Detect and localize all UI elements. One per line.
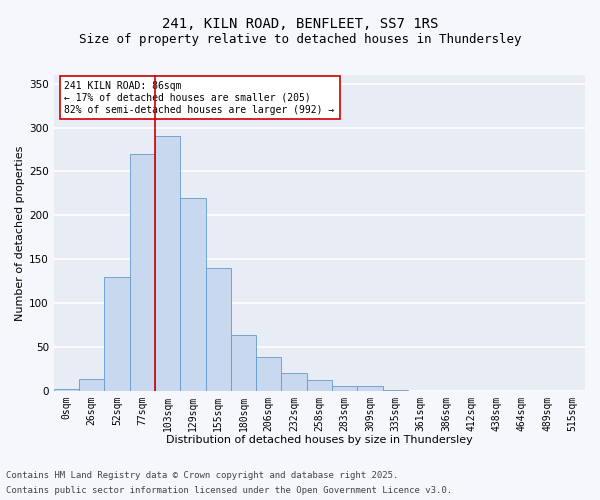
Bar — [332, 386, 358, 390]
Bar — [256, 358, 281, 390]
Bar — [231, 336, 256, 390]
Bar — [206, 268, 231, 390]
Text: Contains public sector information licensed under the Open Government Licence v3: Contains public sector information licen… — [6, 486, 452, 495]
Bar — [79, 380, 104, 390]
Bar — [358, 386, 383, 390]
Text: Size of property relative to detached houses in Thundersley: Size of property relative to detached ho… — [79, 32, 521, 46]
Bar — [130, 154, 155, 390]
Bar — [180, 198, 206, 390]
Text: 241, KILN ROAD, BENFLEET, SS7 1RS: 241, KILN ROAD, BENFLEET, SS7 1RS — [162, 18, 438, 32]
Bar — [54, 389, 79, 390]
Bar — [307, 380, 332, 390]
Bar — [155, 136, 180, 390]
Text: Contains HM Land Registry data © Crown copyright and database right 2025.: Contains HM Land Registry data © Crown c… — [6, 471, 398, 480]
X-axis label: Distribution of detached houses by size in Thundersley: Distribution of detached houses by size … — [166, 435, 473, 445]
Bar — [104, 276, 130, 390]
Y-axis label: Number of detached properties: Number of detached properties — [15, 145, 25, 320]
Bar — [281, 373, 307, 390]
Text: 241 KILN ROAD: 86sqm
← 17% of detached houses are smaller (205)
82% of semi-deta: 241 KILN ROAD: 86sqm ← 17% of detached h… — [64, 82, 335, 114]
